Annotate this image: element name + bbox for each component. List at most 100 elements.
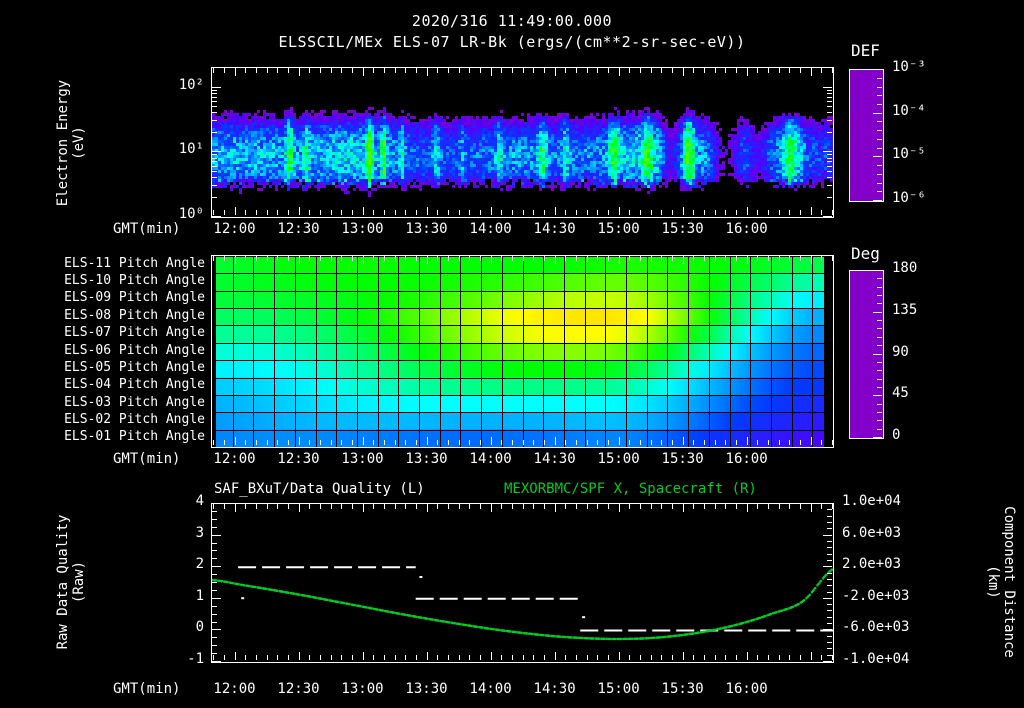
cbar-tick-label: 45 [892, 385, 909, 402]
xtick-minor [309, 440, 311, 445]
xtick-major [362, 256, 364, 264]
xtick-minor [533, 504, 535, 509]
xtick-minor [800, 210, 801, 215]
deg-colorbar [849, 270, 884, 439]
xtick-minor [800, 655, 801, 660]
xtick-major [746, 256, 748, 264]
xtick-minor [437, 68, 439, 73]
xtick-minor [469, 68, 471, 73]
ytick-left [212, 661, 221, 662]
ytick-right-minor [827, 591, 832, 593]
ytick [212, 106, 217, 107]
ytick [827, 170, 832, 172]
xtick-minor [671, 210, 673, 215]
xtick-major [618, 504, 620, 512]
xtick-minor [778, 655, 780, 660]
xtick-minor [639, 440, 641, 445]
xtick-minor [736, 210, 737, 215]
xtick-minor [213, 655, 215, 660]
xtick-minor [607, 440, 609, 445]
cbar-tick-major [873, 200, 882, 201]
xtick-minor [736, 440, 737, 445]
xtick-minor [330, 68, 332, 73]
xtick-label: 13:30 [405, 221, 448, 237]
pitch-angle-row-label: ELS-08 Pitch Angle [64, 307, 205, 323]
xtick-minor [800, 504, 801, 509]
xtick-minor [458, 440, 460, 445]
ytick-left-label: 0 [195, 619, 204, 636]
ytick-right-minor [827, 572, 832, 574]
xtick-minor [373, 68, 375, 73]
ytick-left-minor [212, 589, 217, 591]
pitch-angle-panel [211, 255, 834, 448]
xtick-minor [714, 440, 716, 445]
electron-energy-spectrogram-panel [211, 67, 834, 218]
xtick-minor [330, 504, 332, 509]
xtick-minor [447, 440, 449, 445]
xtick-major [554, 652, 556, 660]
xtick-minor [757, 210, 759, 215]
xtick-major [618, 207, 620, 215]
xtick-minor [266, 210, 268, 215]
ytick-left-minor [212, 574, 217, 576]
xtick-minor [533, 256, 535, 261]
ytick [212, 170, 217, 172]
deg-colorbar-title: Deg [851, 244, 880, 263]
xtick-minor [736, 68, 737, 73]
xtick-minor [586, 440, 588, 445]
xtick-minor [255, 210, 257, 215]
xtick-minor [607, 256, 609, 261]
cbar-tick-minor [877, 86, 882, 88]
xtick-major [554, 256, 556, 264]
ytick-right-minor [827, 654, 832, 656]
xtick-minor [479, 655, 481, 660]
ytick [827, 161, 832, 163]
xtick-minor [415, 210, 417, 215]
xtick-minor [383, 68, 385, 73]
ytick [827, 92, 832, 94]
panel3-left-ylabel: Raw Data Quality (Raw) [55, 515, 87, 650]
cbar-tick-minor [877, 103, 882, 105]
xtick-minor [565, 68, 567, 73]
xtick-minor [287, 68, 289, 73]
xtick-minor [639, 504, 641, 509]
ytick-left-label: 2 [195, 556, 204, 573]
cbar-tick-label: 10⁻⁵ [892, 146, 926, 163]
xtick-minor [437, 440, 439, 445]
xtick-minor [693, 504, 695, 509]
ytick-left-label: 4 [195, 493, 204, 509]
xtick-minor [245, 210, 247, 215]
xtick-minor [405, 655, 407, 660]
cbar-tick-minor [877, 345, 882, 347]
ytick-left [212, 629, 221, 631]
xtick-major [362, 437, 364, 445]
xtick-minor [447, 504, 449, 509]
xtick-minor [458, 655, 460, 660]
xtick-minor [255, 440, 257, 445]
xtick-label: 12:00 [213, 221, 256, 237]
xtick-minor [223, 504, 225, 509]
panel3-left-ylabel-line1: Raw Data Quality [55, 514, 71, 650]
panel3-right-ylabel-line1: Component Distance [1001, 506, 1018, 658]
xtick-minor [714, 504, 716, 509]
xtick-minor [447, 256, 449, 261]
xtick-major [618, 256, 620, 264]
ytick-right-minor [827, 553, 832, 555]
xtick-minor [629, 68, 631, 73]
xtick-minor [223, 440, 225, 445]
xtick-minor [479, 68, 481, 73]
cbar-tick-minor [877, 138, 882, 140]
ytick-right-label: 2.0e+03 [842, 556, 902, 573]
ytick-right [823, 503, 832, 504]
xtick-minor [319, 440, 321, 445]
xtick-major [234, 504, 236, 512]
xtick-minor [287, 440, 289, 445]
xtick-minor [394, 68, 396, 73]
xtick-minor [586, 68, 588, 73]
ytick-left-minor [212, 582, 217, 583]
xtick-minor [266, 655, 268, 660]
panel3-right-ylabel: Component Distance (km) [985, 506, 1017, 658]
pitch-angle-row-label: ELS-03 Pitch Angle [64, 394, 205, 410]
xtick-minor [522, 210, 524, 215]
ytick [823, 151, 832, 153]
